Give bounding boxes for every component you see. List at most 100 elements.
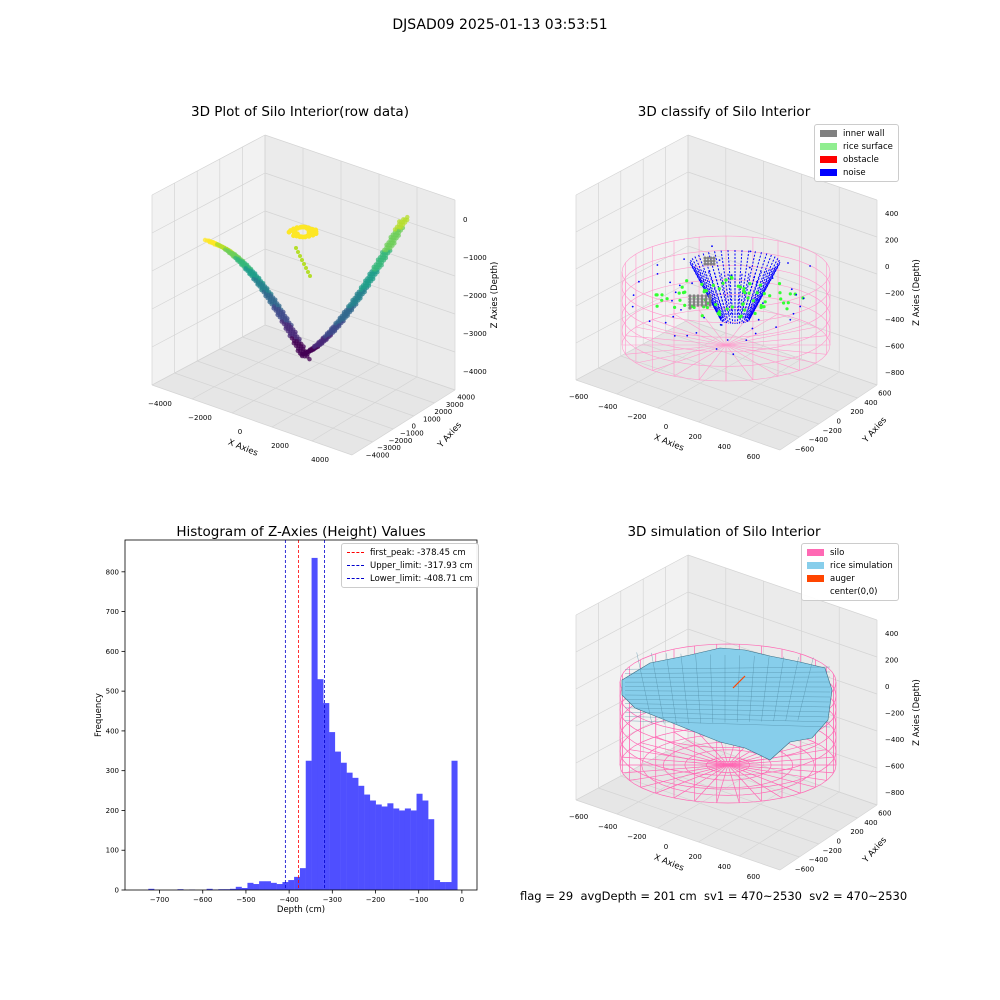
panel1-xtick: 2000 [271, 442, 289, 450]
panel4-ztick: −600 [885, 762, 904, 770]
panel3-xtick-label: 0 [460, 896, 464, 904]
panel3-bar [352, 777, 359, 890]
panel3-ytick-label: 700 [106, 608, 119, 616]
panel2-noise-point [749, 250, 752, 253]
panel2-noise-point [755, 299, 757, 301]
panel2-rice-point [778, 291, 782, 295]
panel1-point [298, 234, 304, 240]
panel2-noise-point [753, 276, 755, 279]
panel3-bar [428, 819, 435, 890]
panel3-bar [434, 880, 441, 890]
panel3-ytick-label: 500 [106, 688, 119, 696]
panel3-ylabel: Frequency [94, 693, 104, 737]
panel2-rice-point [660, 293, 664, 297]
panel1-ytick: −4000 [366, 451, 390, 459]
legend-label: center(0,0) [830, 586, 878, 597]
legend-label: obstacle [843, 154, 879, 165]
panel3-bar [299, 868, 306, 891]
panel2-wall-point [692, 297, 696, 301]
panel4-xtick: 0 [664, 843, 668, 851]
panel3-bar [148, 888, 155, 890]
panel4-ztick: −400 [885, 736, 904, 744]
panel4-xtick: 400 [718, 863, 731, 871]
legend-swatch [807, 549, 824, 556]
panel3-ytick-label: 200 [106, 807, 119, 815]
panel2-noise-point [664, 321, 667, 324]
panel2-noise-point [730, 274, 733, 276]
panel2-rice-point [788, 292, 792, 296]
panel3-bar [317, 679, 324, 890]
panel2-rice-point [742, 308, 747, 312]
panel3-bar [270, 882, 277, 890]
panel3-bar [346, 772, 353, 890]
panel2-rice-point [736, 284, 740, 288]
panel1-ytick: 0 [412, 423, 416, 431]
panel2-rice-point [743, 291, 747, 295]
panel2-wall-point [700, 294, 704, 298]
panel2-rice-point [779, 297, 783, 301]
panel4-xtick: 200 [688, 853, 701, 861]
legend-label: Lower_limit: -408.71 cm [370, 573, 473, 584]
panel2-noise-point [638, 280, 640, 283]
panel2-ztick: −800 [885, 369, 904, 377]
panel2-xtick: 0 [664, 423, 668, 431]
panel2-wall-point [703, 262, 707, 266]
panel2-rice-point [768, 294, 772, 298]
panel2-rice-point [724, 278, 728, 282]
panel2-rice-point [753, 311, 757, 316]
legend-swatch [807, 562, 824, 569]
panel1-ytick: 3000 [446, 401, 464, 409]
panel3-bar [451, 760, 458, 890]
panel4-zlabel: Z Axies (Depth) [912, 679, 922, 746]
legend-swatch [820, 130, 837, 137]
panel2-wall-point [709, 259, 713, 263]
legend-label: inner wall [843, 128, 885, 139]
panel3-bar [399, 810, 406, 890]
panel4-legend-item: rice simulation [807, 559, 893, 572]
legend-swatch [807, 575, 824, 582]
panel2-noise-point [789, 318, 792, 321]
panel2-ztick: −200 [885, 290, 904, 298]
panel1-ytick: 1000 [423, 415, 441, 423]
panel2-grid [575, 134, 878, 451]
panel2-rice-point [759, 305, 763, 310]
panel2-noise-point [711, 245, 713, 248]
panel3-legend-item: first_peak: -378.45 cm [347, 546, 473, 559]
legend-line [347, 578, 364, 579]
panel3-bar [323, 703, 330, 890]
panel2-noise-point [703, 316, 705, 319]
panel2-wall-point [712, 256, 716, 260]
panel2-noise-point [656, 264, 659, 266]
panel2-wall-point [696, 303, 700, 307]
panel3-bar [364, 794, 371, 890]
panel3-ytick-label: 300 [106, 767, 119, 775]
panel2-noise-point [748, 266, 751, 269]
panel3-ytick-label: 600 [106, 648, 119, 656]
legend-line [347, 565, 364, 566]
panel2-wall-point [704, 300, 708, 304]
legend-swatch [820, 169, 837, 176]
panel4-ytick: 200 [850, 828, 863, 836]
panel1-ytick: 4000 [457, 394, 475, 402]
panel3-bar [247, 882, 254, 890]
panel3-bar [404, 808, 411, 890]
panel3-xtick-label: −400 [280, 896, 299, 904]
panel1-point [292, 229, 298, 234]
panel4-ytick: 0 [837, 838, 841, 846]
panel4-xlabel: X Axies [652, 853, 685, 874]
panel1-point [397, 219, 402, 224]
panel2-ztick: −400 [885, 316, 904, 324]
panel2-noise-point [678, 284, 681, 287]
panel1-xtick: −2000 [188, 414, 212, 422]
panel2-rice-point [762, 292, 766, 296]
legend-label: auger [830, 573, 855, 584]
panel2-noise-point [787, 262, 789, 264]
panel4-xtick: −400 [598, 823, 617, 831]
panel2-rice-point [711, 283, 716, 287]
panel1-ztick: 0 [463, 216, 467, 224]
panel3-ytick-label: 100 [106, 847, 119, 855]
panel1-point [291, 233, 296, 239]
